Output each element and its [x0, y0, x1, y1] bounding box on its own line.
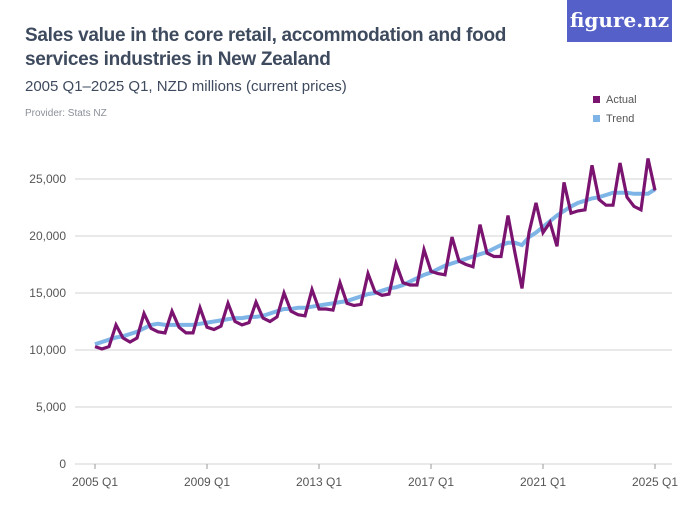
y-tick-label: 0 [59, 457, 66, 471]
series-line-actual [94, 158, 657, 351]
x-tick-label: 2005 Q1 [72, 475, 118, 489]
legend-item-trend[interactable]: Trend [593, 109, 637, 128]
actual-swatch [593, 96, 600, 103]
legend-item-actual[interactable]: Actual [593, 90, 637, 109]
y-tick-label: 5,000 [36, 400, 66, 414]
provider-label: Provider: Stats NZ [25, 108, 107, 119]
y-tick-label: 10,000 [29, 343, 66, 357]
x-tick-label: 2013 Q1 [296, 475, 342, 489]
x-tick-label: 2017 Q1 [408, 475, 454, 489]
trend-swatch [593, 115, 600, 122]
x-tick-label: 2009 Q1 [184, 475, 230, 489]
chart-subtitle: 2005 Q1–2025 Q1, NZD millions (current p… [25, 78, 347, 95]
legend-label-trend: Trend [606, 112, 635, 125]
y-tick-label: 15,000 [29, 286, 66, 300]
x-tick-label: 2025 Q1 [632, 475, 678, 489]
y-tick-label: 20,000 [29, 229, 66, 243]
legend: Actual Trend [593, 90, 637, 128]
x-tick-label: 2021 Q1 [520, 475, 566, 489]
legend-label-actual: Actual [606, 93, 637, 106]
y-tick-label: 25,000 [29, 172, 66, 186]
chart-title: Sales value in the core retail, accommod… [25, 25, 507, 70]
figure-nz-logo[interactable]: figure.nz [567, 0, 672, 42]
